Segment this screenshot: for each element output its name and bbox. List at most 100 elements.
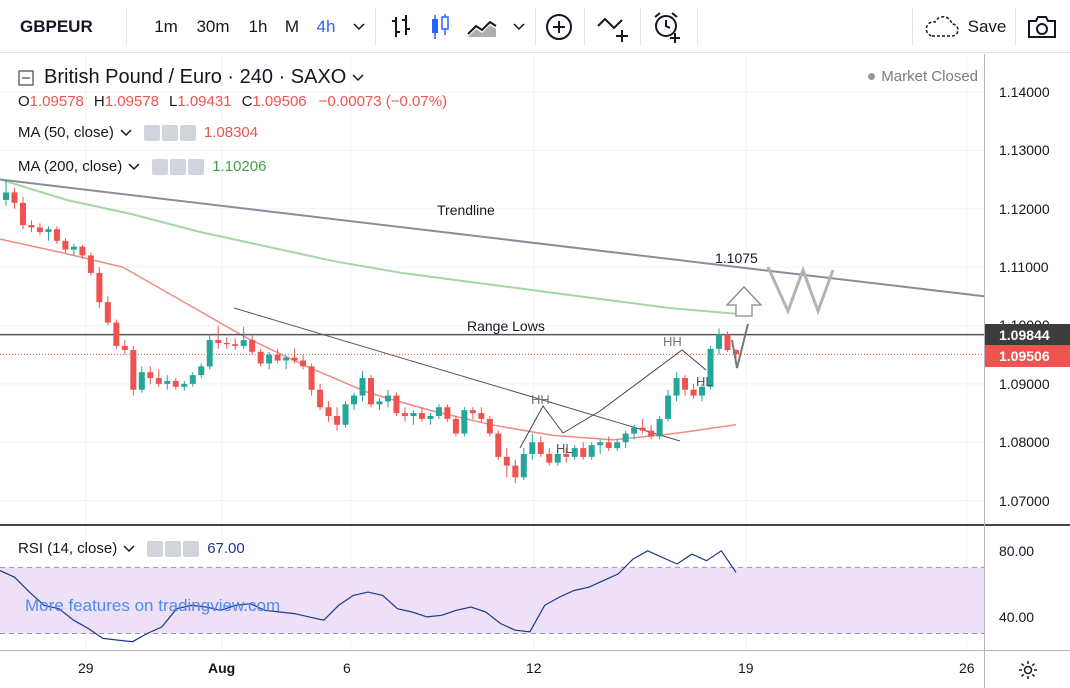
snapshot-button[interactable]: [1018, 0, 1066, 53]
rsi-legend-label[interactable]: RSI (14, close): [18, 540, 118, 557]
secondary-trendline[interactable]: [233, 307, 681, 442]
candle-body: [291, 357, 298, 361]
ma50-legend[interactable]: MA (50, close) 1.08304: [18, 124, 258, 141]
candle-body: [359, 378, 366, 396]
candle-body: [673, 378, 680, 396]
symbol-search-button[interactable]: GBPEUR: [20, 16, 93, 36]
candle-body: [19, 202, 26, 226]
chevron-down-icon[interactable]: [123, 544, 135, 553]
candle-body: [240, 340, 247, 346]
toolbar-divider: [1015, 8, 1016, 45]
eye-icon[interactable]: [143, 124, 160, 141]
change-value: −0.00073 (−0.07%): [318, 93, 448, 110]
pane-separator[interactable]: [0, 524, 1070, 526]
market-status-label: Market Closed: [881, 68, 978, 85]
close-icon[interactable]: [183, 540, 200, 557]
ma200-legend-label[interactable]: MA (200, close): [18, 158, 123, 175]
add-indicator-button[interactable]: [538, 0, 580, 53]
swing-path-2: [599, 349, 707, 412]
ma50-legend-label[interactable]: MA (50, close): [18, 124, 114, 141]
eye-icon[interactable]: [147, 540, 164, 557]
gear-icon[interactable]: [165, 540, 182, 557]
price-chart[interactable]: [0, 54, 985, 524]
projected-pullback[interactable]: [731, 323, 749, 369]
range-lows-price-tag: 1.09844: [985, 323, 1070, 346]
price-tick-label: 1.12000: [999, 200, 1050, 217]
range-lows-label: Range Lows: [467, 318, 545, 334]
save-button[interactable]: Save: [915, 0, 1015, 53]
interval-month-button[interactable]: M: [284, 16, 300, 36]
chart-type-dropdown-button[interactable]: [506, 0, 532, 53]
main-chart-pane[interactable]: Trendline Range Lows 1.1075 HH HL HH HL: [0, 54, 985, 524]
candle-body: [444, 407, 451, 419]
chevron-down-icon: [353, 22, 365, 30]
symbol-legend[interactable]: British Pound / Euro · 240 · SAXO: [18, 66, 364, 89]
gear-icon[interactable]: [161, 124, 178, 141]
alert-button[interactable]: [644, 0, 690, 53]
open-label: O: [18, 93, 30, 110]
rsi-legend[interactable]: RSI (14, close) 67.00: [18, 540, 245, 557]
candle-body: [401, 413, 408, 416]
price-tick-label: 1.11000: [999, 259, 1049, 276]
top-toolbar: GBPEUR 1m 30m 1h M 4h Save: [0, 0, 1070, 53]
candle-body: [215, 340, 222, 344]
candle-body: [317, 389, 324, 408]
candle-body: [3, 192, 9, 200]
interval-1h-button[interactable]: 1h: [248, 16, 268, 36]
candle-chart-type-button[interactable]: [422, 0, 458, 53]
area-chart-type-button[interactable]: [462, 0, 502, 53]
rsi-pane[interactable]: [0, 526, 984, 650]
chevron-down-icon[interactable]: [128, 162, 140, 171]
candle-body: [70, 246, 77, 250]
gear-icon[interactable]: [170, 158, 187, 175]
eye-icon[interactable]: [152, 158, 169, 175]
toolbar-divider: [126, 8, 127, 45]
candle-body: [639, 427, 646, 431]
tradingview-watermark[interactable]: More features on tradingview.com: [25, 596, 281, 615]
low-label: L: [168, 93, 178, 110]
projected-path-gray[interactable]: [766, 265, 835, 316]
bar-chart-type-button[interactable]: [382, 0, 420, 53]
rsi-chart[interactable]: [0, 526, 984, 650]
candle-body: [427, 415, 434, 419]
close-icon[interactable]: [179, 124, 196, 141]
interval-30m-button[interactable]: 30m: [196, 16, 230, 36]
interval-dropdown-button[interactable]: [346, 0, 372, 53]
hl-label: HL: [696, 374, 713, 389]
time-axis[interactable]: 29 Aug 6 12 19 26: [0, 650, 984, 688]
collapse-icon[interactable]: [18, 69, 34, 86]
candle-body: [724, 334, 731, 351]
trendline[interactable]: [0, 178, 985, 298]
chart-settings-button[interactable]: [984, 650, 1070, 688]
candles-icon: [432, 13, 449, 39]
time-tick-label: 29: [78, 660, 94, 676]
candle-body: [495, 433, 502, 457]
candle-body: [461, 410, 468, 434]
time-tick-label: 12: [526, 660, 542, 676]
up-arrow-annotation[interactable]: [725, 286, 763, 317]
candle-body: [682, 378, 689, 390]
candle-body: [164, 380, 171, 384]
plus-circle-icon: [546, 13, 572, 40]
ma50-legend-value: 1.08304: [203, 124, 259, 141]
ma200-legend[interactable]: MA (200, close) 1.10206: [18, 158, 266, 175]
candle-body: [384, 395, 391, 402]
series-title[interactable]: British Pound / Euro · 240 · SAXO: [44, 66, 347, 88]
candle-body: [622, 433, 629, 443]
price-axis[interactable]: 1.140001.130001.120001.110001.100001.090…: [984, 54, 1070, 650]
chevron-down-icon[interactable]: [120, 128, 132, 137]
close-icon[interactable]: [188, 158, 205, 175]
candle-body: [351, 395, 358, 405]
chevron-down-icon[interactable]: [352, 73, 364, 82]
candle-body: [699, 386, 706, 396]
price-grid: [0, 54, 984, 524]
candle-body: [181, 383, 188, 387]
compare-button[interactable]: [590, 0, 636, 53]
price-tick-label: 1.08000: [999, 434, 1050, 451]
interval-1m-button[interactable]: 1m: [154, 16, 178, 36]
candle-body: [571, 448, 578, 457]
candle-body: [486, 418, 493, 434]
interval-4h-button[interactable]: 4h: [316, 16, 336, 36]
rsi-tick-label: 80.00: [999, 542, 1035, 559]
rsi-band: [0, 567, 984, 634]
